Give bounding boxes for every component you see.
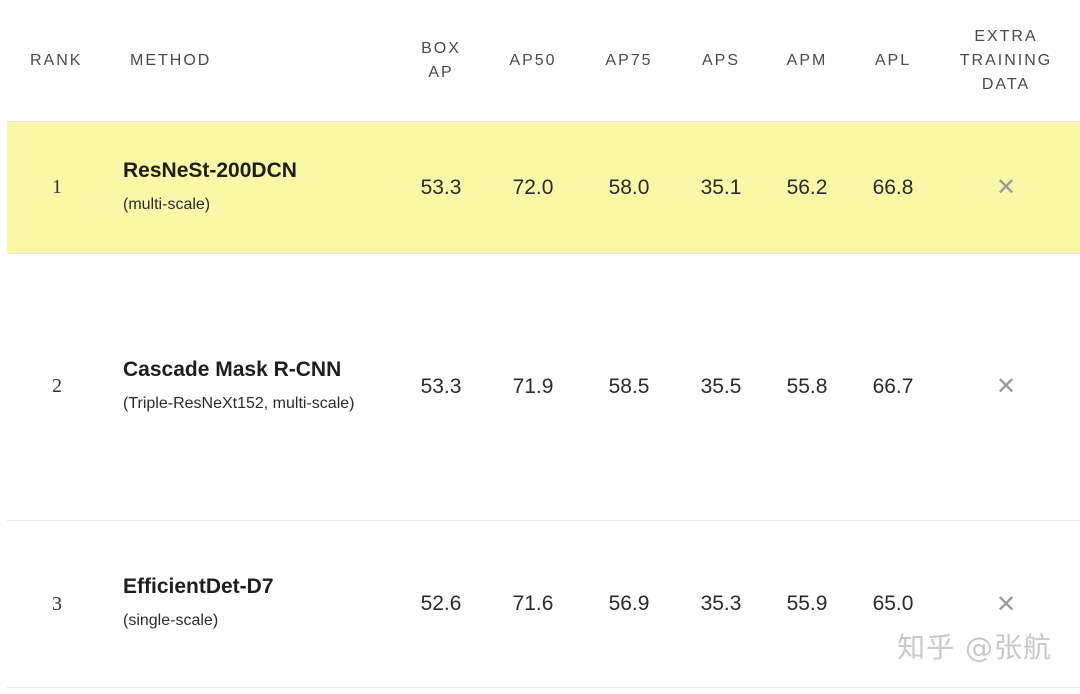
method-description: (single-scale) [123, 612, 219, 629]
rank-cell: 1 [52, 176, 62, 198]
column-header-aps[interactable]: APS [701, 52, 740, 69]
method-name[interactable]: ResNeSt-200DCN [123, 158, 297, 182]
box-ap-cell: 52.6 [420, 592, 462, 615]
ap75-cell: 58.5 [608, 374, 650, 398]
apm-cell: 56.2 [786, 175, 828, 199]
aps-cell: 35.1 [700, 175, 742, 199]
watermark: 知乎 @张航 [897, 631, 1052, 664]
rank-cell: 2 [52, 375, 62, 397]
ap75-cell: 58.0 [608, 175, 650, 199]
ap50-cell: 72.0 [512, 175, 554, 199]
method-description: (multi-scale) [123, 195, 211, 213]
table-row[interactable]: 2 Cascade Mask R-CNN (Triple-ResNeXt152,… [7, 253, 1080, 521]
column-header-ap50[interactable]: AP50 [509, 52, 557, 69]
method-description: (Triple-ResNeXt152, multi-scale) [123, 394, 355, 412]
table-header: RANK METHOD BOX AP AP50 AP75 APS APM APL… [0, 0, 1080, 122]
rank-cell: 3 [52, 592, 62, 615]
column-header-rank[interactable]: RANK [30, 52, 83, 69]
method-cell: Cascade Mask R-CNN (Triple-ResNeXt152, m… [123, 253, 393, 520]
table-row[interactable]: 1 ResNeSt-200DCN (multi-scale) 53.3 72.0… [7, 121, 1080, 254]
aps-cell: 35.5 [700, 374, 742, 398]
box-ap-cell: 53.3 [420, 175, 462, 199]
apl-cell: 66.7 [872, 374, 914, 398]
column-header-method[interactable]: METHOD [130, 52, 212, 69]
close-icon: ✕ [995, 373, 1017, 400]
box-ap-cell: 53.3 [420, 374, 462, 398]
ap75-cell: 56.9 [608, 592, 650, 615]
apm-cell: 55.8 [786, 374, 828, 398]
column-header-apm[interactable]: APM [786, 52, 828, 69]
ap50-cell: 71.9 [512, 374, 554, 398]
column-header-box-ap[interactable]: BOX AP [421, 40, 461, 81]
close-icon: ✕ [995, 174, 1017, 201]
method-cell: ResNeSt-200DCN (multi-scale) [123, 122, 393, 253]
column-header-extra-training-data[interactable]: EXTRA TRAINING DATA [959, 28, 1053, 93]
apm-cell: 55.9 [786, 592, 828, 615]
ap50-cell: 71.6 [512, 592, 554, 615]
table-row[interactable]: 3 EfficientDet-D7 (single-scale) 52.6 71… [7, 521, 1080, 688]
close-icon: ✕ [995, 590, 1017, 618]
apl-cell: 65.0 [872, 592, 914, 615]
method-cell: EfficientDet-D7 (single-scale) [123, 521, 393, 687]
apl-cell: 66.8 [872, 175, 914, 199]
method-name[interactable]: EfficientDet-D7 [123, 575, 274, 598]
method-name[interactable]: Cascade Mask R-CNN [123, 357, 342, 381]
aps-cell: 35.3 [700, 592, 742, 615]
column-header-apl[interactable]: APL [874, 52, 912, 69]
column-header-ap75[interactable]: AP75 [605, 52, 653, 69]
